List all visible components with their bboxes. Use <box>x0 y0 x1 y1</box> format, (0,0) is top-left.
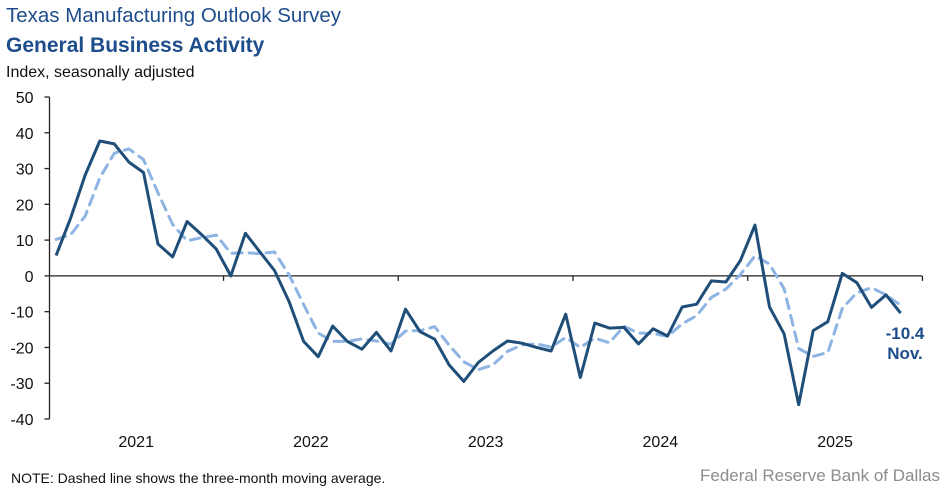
footnote: NOTE: Dashed line shows the three-month … <box>11 470 386 486</box>
source-credit: Federal Reserve Bank of Dallas <box>699 466 940 485</box>
y-tick-labels: 50 40 30 20 10 0 -10 -20 -30 -40 <box>10 90 33 429</box>
y-tick-label: 0 <box>25 269 34 286</box>
index-line <box>54 139 902 407</box>
series-layer <box>54 139 903 407</box>
chart-title: Texas Manufacturing Outlook Survey <box>6 4 341 27</box>
y-tick-label: 40 <box>16 126 34 143</box>
y-tick-label: -20 <box>10 340 33 357</box>
moving-average-line <box>54 147 903 372</box>
chart-subtitle: General Business Activity <box>6 34 265 57</box>
latest-month-label: Nov. <box>887 344 923 363</box>
y-tick-label: 20 <box>16 197 34 214</box>
x-tick-label: 2023 <box>468 434 504 451</box>
y-axis-label: Index, seasonally adjusted <box>6 64 195 81</box>
y-tick-label: -40 <box>10 412 33 429</box>
x-tick-label: 2024 <box>643 434 679 451</box>
y-tick-label: 10 <box>16 233 34 250</box>
y-tick-label: 30 <box>16 162 34 179</box>
x-tick-label: 2021 <box>118 434 154 451</box>
y-tick-label: -10 <box>10 305 33 322</box>
y-tick-label: -30 <box>10 376 33 393</box>
latest-value-label: -10.4 <box>886 324 925 343</box>
x-tick-label: 2025 <box>817 434 853 451</box>
y-tick-label: 50 <box>16 90 34 107</box>
x-tick-labels: 2021 2022 2023 2024 2025 <box>118 434 853 451</box>
x-tick-label: 2022 <box>293 434 329 451</box>
